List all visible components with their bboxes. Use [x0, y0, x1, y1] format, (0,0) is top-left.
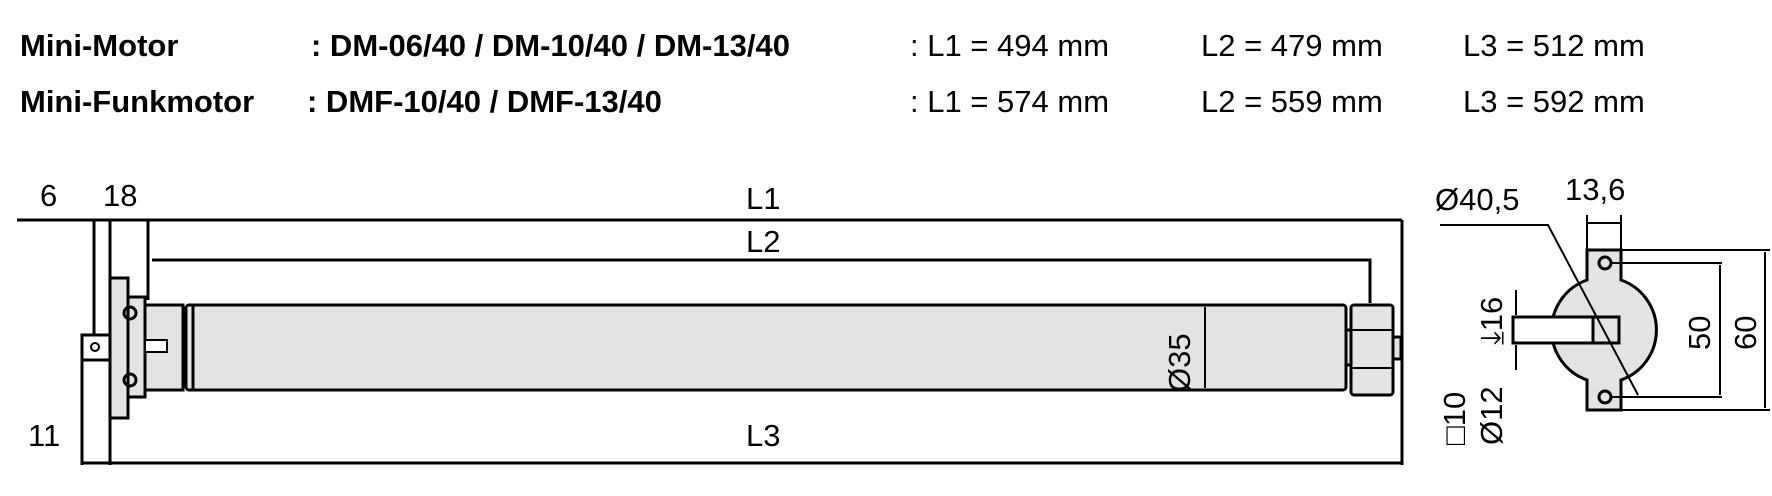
hole-spacing-label: 50 [1682, 316, 1717, 350]
tube-diameter-label: Ø35 [1162, 333, 1197, 392]
key [144, 339, 168, 353]
shaft-square-label: □10 [1437, 392, 1472, 445]
screw [122, 372, 138, 388]
shaft-round-label: Ø12 [1474, 386, 1509, 445]
dim-18-label: 18 [103, 178, 137, 213]
l2-label: L2 [746, 224, 780, 259]
length-l3: L3 = 512 mm [1463, 28, 1645, 63]
shaft-depth-value: 16 [1474, 297, 1509, 331]
length-l1: : L1 = 574 mm [910, 84, 1109, 119]
dim-6-label: 6 [40, 178, 57, 213]
end-view: Ø40,5 13,6 ⤓16 □10 Ø12 50 60 [1435, 172, 1770, 445]
side-view: Ø35 6 18 11 L1 L2 L3 [17, 178, 1404, 465]
square-drive [1591, 315, 1621, 345]
product-models: : DM-06/40 / DM-10/40 / DM-13/40 [311, 28, 790, 63]
length-l3: L3 = 592 mm [1463, 84, 1645, 119]
length-l1: : L1 = 494 mm [910, 28, 1109, 63]
mounting-bracket [80, 333, 112, 362]
l3-label: L3 [746, 418, 780, 453]
drive-adapter [1349, 303, 1395, 397]
shaft-stub [1391, 335, 1403, 361]
header-row-mini-motor: Mini-Motor : DM-06/40 / DM-10/40 / DM-13… [20, 28, 1645, 63]
screw [122, 305, 138, 321]
l1-label: L1 [746, 181, 780, 216]
product-models: : DMF-10/40 / DMF-13/40 [307, 84, 662, 119]
shaft [1511, 315, 1595, 345]
shaft-depth-label: ⤓16 [1474, 297, 1509, 345]
bracket-hole [90, 342, 100, 352]
product-name: Mini-Motor [20, 28, 178, 63]
dim-11-label: 11 [28, 418, 60, 453]
diameter-leader [1440, 224, 1639, 396]
head-diameter-label: Ø40,5 [1435, 182, 1519, 217]
flange-height-label: 60 [1728, 316, 1763, 350]
header-row-mini-funkmotor: Mini-Funkmotor : DMF-10/40 / DMF-13/40 :… [20, 84, 1645, 119]
length-l2: L2 = 479 mm [1201, 28, 1383, 63]
product-name: Mini-Funkmotor [20, 84, 254, 119]
l2-dimension-line [152, 258, 1372, 303]
flange-width-label: 13,6 [1565, 172, 1625, 207]
flange [108, 276, 130, 420]
length-l2: L2 = 559 mm [1201, 84, 1383, 119]
